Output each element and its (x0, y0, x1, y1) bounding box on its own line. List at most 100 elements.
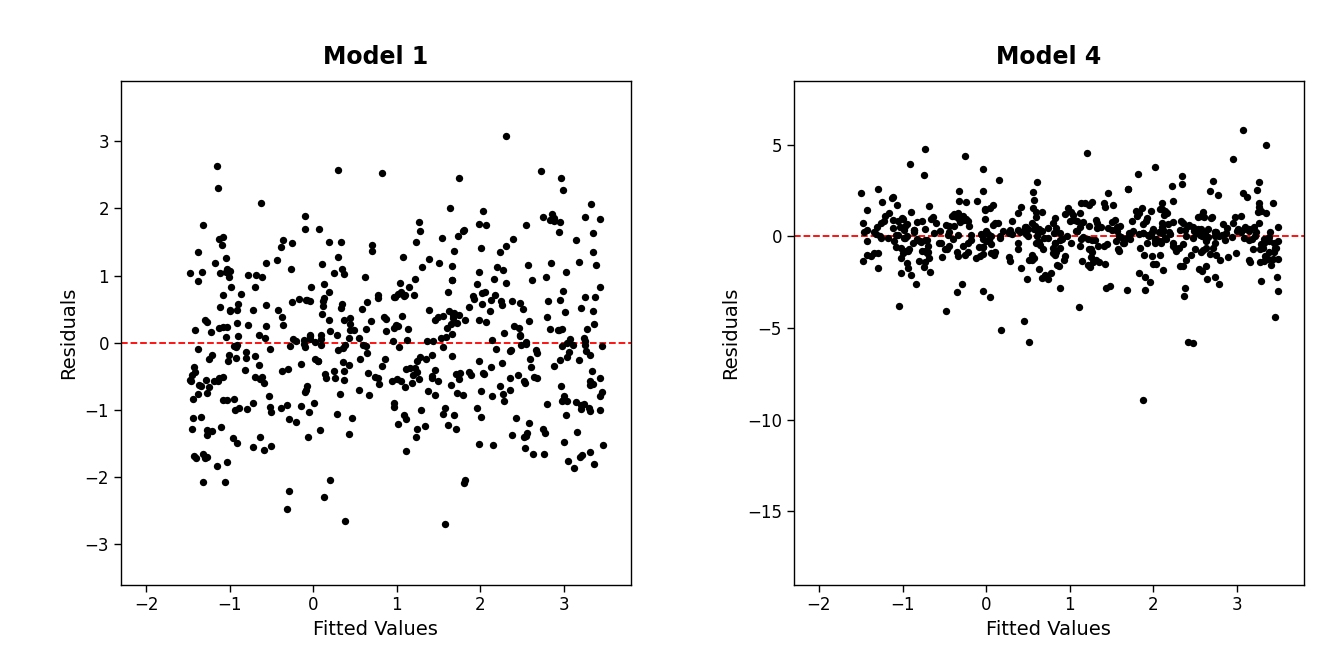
Point (251, 372, 273, 382)
Point (356, 296, 378, 307)
Point (1169, 261, 1191, 271)
Point (449, 172, 470, 183)
Point (1060, 207, 1082, 218)
Point (1265, 243, 1286, 253)
Point (1082, 235, 1103, 246)
Point (409, 374, 430, 384)
Point (957, 238, 978, 249)
Point (1008, 224, 1030, 235)
Point (1138, 230, 1160, 241)
Point (1250, 205, 1271, 216)
Point (551, 323, 573, 334)
Point (254, 378, 276, 388)
Point (550, 217, 571, 228)
Point (1183, 337, 1204, 348)
Point (992, 225, 1013, 236)
Point (1034, 233, 1055, 243)
Point (294, 341, 316, 352)
Point (1212, 218, 1234, 229)
Point (392, 251, 414, 262)
Point (423, 365, 445, 376)
Point (906, 235, 927, 245)
Point (1238, 224, 1259, 235)
Point (946, 287, 968, 298)
Point (1224, 212, 1246, 222)
Point (185, 452, 207, 463)
Point (1160, 229, 1181, 240)
Point (1105, 236, 1126, 247)
Point (1129, 229, 1150, 240)
Point (1138, 277, 1160, 288)
Point (1183, 221, 1204, 232)
Point (1017, 223, 1039, 234)
Point (296, 294, 317, 305)
Point (1117, 183, 1138, 194)
Point (331, 298, 352, 309)
Point (972, 286, 993, 296)
Point (884, 241, 906, 252)
Point (219, 304, 241, 315)
Point (891, 268, 913, 279)
Point (582, 378, 603, 389)
Point (466, 279, 488, 290)
Point (1267, 254, 1289, 265)
Point (1011, 202, 1032, 212)
Point (896, 218, 918, 229)
Point (884, 230, 906, 241)
Point (313, 492, 335, 503)
Point (470, 412, 492, 423)
Point (1016, 274, 1038, 285)
Point (183, 362, 204, 372)
Point (575, 346, 597, 357)
Point (1132, 228, 1153, 239)
Point (899, 158, 921, 169)
Point (421, 349, 442, 360)
Point (941, 211, 962, 222)
Point (910, 237, 931, 247)
Point (935, 306, 957, 317)
Point (468, 355, 489, 366)
Point (917, 247, 938, 258)
Point (1177, 337, 1199, 347)
Point (914, 261, 935, 272)
Point (1001, 215, 1023, 226)
Point (500, 384, 521, 395)
Point (339, 325, 360, 335)
Point (1025, 207, 1047, 218)
Point (1070, 241, 1091, 251)
Point (500, 345, 521, 355)
Point (216, 457, 238, 468)
Point (856, 236, 878, 247)
Point (515, 337, 536, 347)
Point (505, 413, 527, 423)
Point (1249, 218, 1270, 228)
Point (237, 319, 258, 330)
Point (444, 245, 465, 256)
Point (1079, 261, 1101, 272)
Point (181, 413, 203, 423)
Point (1173, 290, 1195, 301)
Point (918, 240, 939, 251)
Point (235, 353, 257, 364)
Point (423, 390, 445, 401)
Point (989, 233, 1011, 244)
Point (192, 220, 214, 230)
Point (1142, 223, 1164, 234)
Point (515, 377, 536, 388)
Point (1172, 218, 1193, 228)
Point (294, 386, 316, 397)
Point (853, 226, 875, 237)
Point (1204, 271, 1226, 282)
Point (421, 373, 442, 384)
Point (856, 225, 878, 236)
Point (952, 278, 973, 289)
Point (942, 220, 964, 231)
Point (554, 391, 575, 402)
Point (1266, 272, 1288, 283)
Point (496, 278, 517, 288)
Point (1255, 140, 1277, 151)
Point (468, 315, 489, 326)
Point (439, 380, 461, 390)
Point (1116, 284, 1137, 295)
Point (1222, 154, 1243, 165)
